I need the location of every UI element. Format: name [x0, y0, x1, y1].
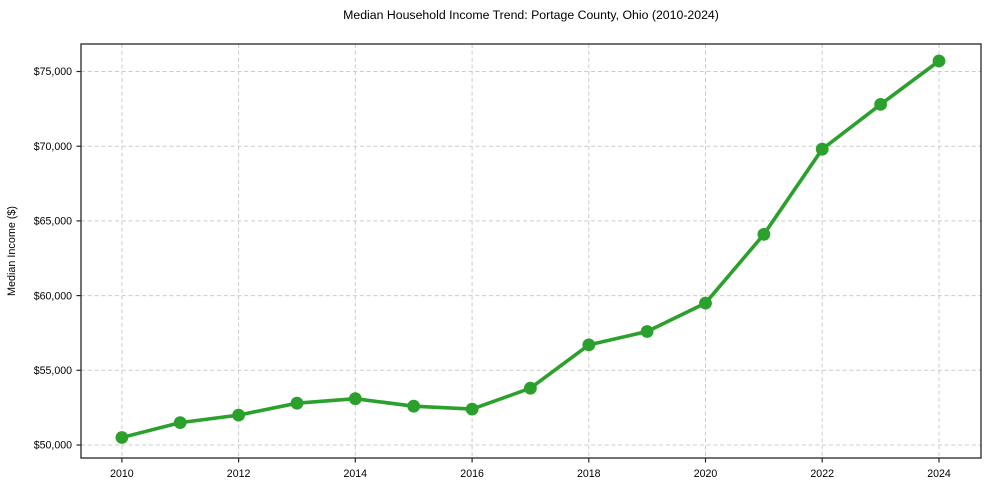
data-point-2023	[874, 98, 887, 111]
data-point-2010	[115, 431, 129, 444]
plot-frame	[80, 43, 982, 459]
x-tick-label: 2020	[694, 468, 718, 480]
data-point-2017	[524, 381, 537, 395]
x-tick-label: 2018	[577, 468, 601, 480]
chart-title: Median Household Income Trend: Portage C…	[343, 8, 719, 22]
y-tick-label: $75,000	[34, 66, 72, 78]
y-axis-title: Median Income ($)	[6, 206, 18, 296]
y-tick-label: $55,000	[34, 365, 72, 377]
y-tick-label: $60,000	[34, 290, 72, 302]
data-point-2021	[757, 227, 771, 241]
data-point-2016	[465, 402, 479, 416]
data-point-2024	[932, 54, 946, 68]
x-tick-label: 2016	[460, 468, 484, 480]
y-tick-label: $70,000	[34, 141, 72, 153]
x-tick-label: 2022	[810, 468, 834, 480]
data-point-2011	[173, 416, 187, 429]
data-point-2018	[582, 338, 596, 352]
x-tick-label: 2010	[110, 468, 134, 480]
data-point-2019	[640, 325, 654, 338]
data-point-2022	[815, 142, 829, 156]
y-tick-label: $65,000	[34, 216, 72, 228]
axis-layer: $50,000 $55,000 $60,000 $65,000 $70,000 $75,0…	[34, 43, 982, 480]
y-tick-label: $50,000	[34, 440, 72, 452]
trend-line-series	[115, 54, 946, 444]
x-tick-label: 2014	[344, 468, 368, 480]
data-point-2013	[290, 396, 304, 410]
data-point-2015	[407, 399, 421, 413]
grid-layer	[81, 44, 981, 458]
data-point-2020	[699, 296, 712, 310]
data-point-2012	[232, 408, 246, 422]
data-point-2014	[348, 392, 362, 406]
x-tick-label: 2024	[927, 468, 951, 480]
x-tick-label: 2012	[227, 468, 251, 480]
